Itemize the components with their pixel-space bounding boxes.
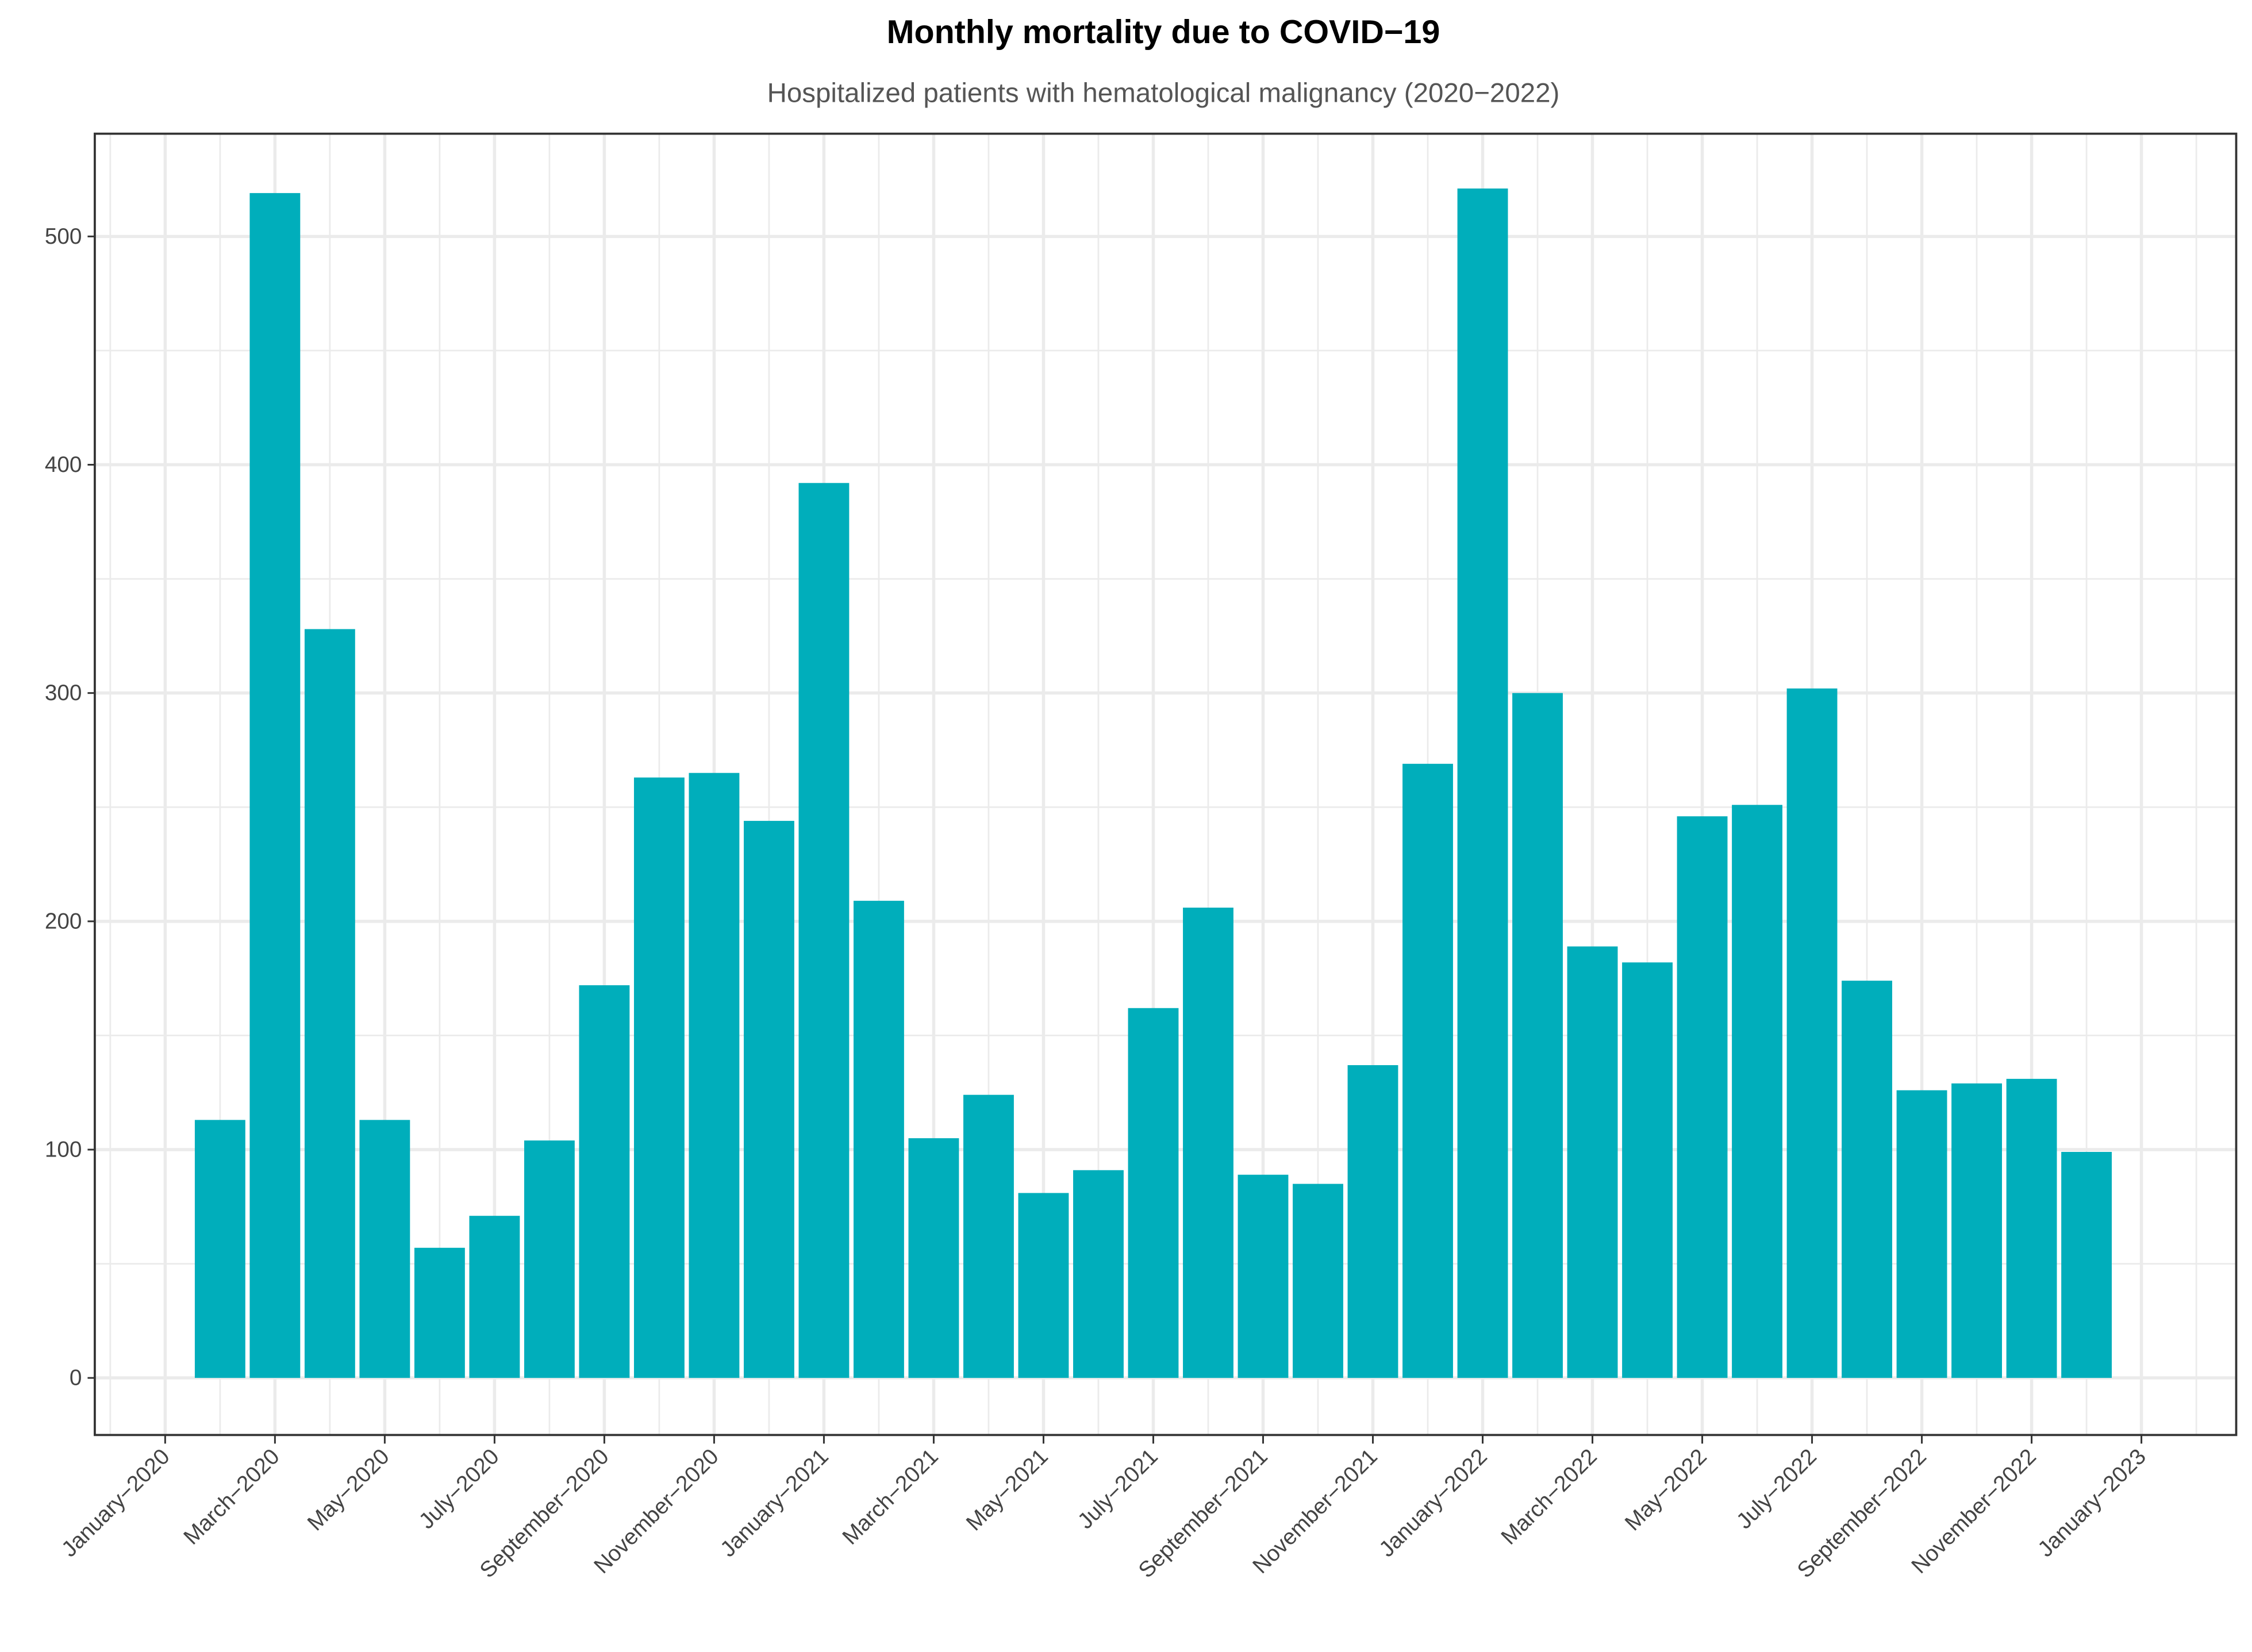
bar-2022-04 [1622,962,1673,1378]
chart-subtitle: Hospitalized patients with hematological… [767,78,1560,109]
x-tick-label: July−2020 [414,1444,504,1534]
x-tick-label: January−2022 [1374,1444,1492,1562]
y-axis: 0 100 200 300 400 500 [45,224,95,1390]
bar-2020-11 [689,773,740,1378]
x-tick-label: January−2021 [716,1444,833,1562]
bar-2022-02 [1512,693,1563,1378]
bar-2021-01 [798,483,850,1378]
bar-2021-11 [1347,1065,1398,1378]
bar-2022-11 [2006,1078,2057,1378]
x-tick-label: March−2022 [1497,1444,1602,1549]
bar-2022-09 [1896,1090,1947,1378]
bar-2021-12 [1402,763,1453,1378]
x-tick-label: January−2023 [2033,1444,2151,1562]
plot-border [94,132,2238,1436]
chart-title: Monthly mortality due to COVID−19 [887,14,1440,51]
bar-2020-06 [414,1247,465,1378]
x-tick-label: March−2021 [837,1444,943,1549]
x-tick-label: July−2021 [1073,1444,1163,1534]
bar-2022-03 [1567,946,1618,1378]
bars [194,188,2112,1378]
bar-2021-08 [1183,908,1233,1378]
bar-2021-02 [854,901,904,1378]
y-tick-label: 400 [45,452,82,477]
bar-2020-03 [249,193,301,1378]
x-tick-label: May−2022 [1620,1444,1712,1535]
y-tick-label: 500 [45,224,82,249]
bar-2022-06 [1732,805,1782,1378]
bar-2021-09 [1238,1174,1289,1378]
y-tick-label: 100 [45,1137,82,1162]
y-tick-label: 200 [45,909,82,933]
bar-2020-04 [304,629,355,1378]
bar-2021-03 [908,1138,959,1378]
bar-2020-12 [743,821,794,1378]
bar-2020-07 [469,1216,520,1378]
x-tick-label: July−2022 [1732,1444,1821,1534]
bar-2020-05 [359,1120,410,1378]
bar-2021-06 [1073,1170,1124,1378]
x-tick-label: May−2021 [962,1444,1053,1535]
bar-2021-10 [1293,1184,1343,1378]
y-tick-label: 300 [45,681,82,705]
bar-2021-04 [963,1094,1014,1378]
bar-2021-07 [1128,1008,1179,1378]
x-axis: January−2020 March−2020 May−2020 July−2020S… [57,1435,2151,1583]
bar-2020-08 [524,1140,575,1378]
bar-2020-09 [579,985,630,1378]
x-tick-label: March−2020 [179,1444,284,1549]
bar-2022-08 [1842,981,1892,1378]
y-tick-label: 0 [70,1366,82,1390]
x-tick-label: May−2020 [303,1444,394,1535]
x-tick-label: January−2020 [57,1444,175,1562]
bar-2020-10 [633,777,685,1378]
bar-2022-01 [1457,188,1508,1378]
bar-2022-05 [1677,816,1728,1378]
bar-2022-10 [1951,1083,2003,1378]
bar-2022-07 [1786,688,1838,1378]
bar-2022-12 [2061,1151,2112,1378]
bar-2020-02 [194,1120,245,1378]
bar-2021-05 [1018,1193,1069,1378]
